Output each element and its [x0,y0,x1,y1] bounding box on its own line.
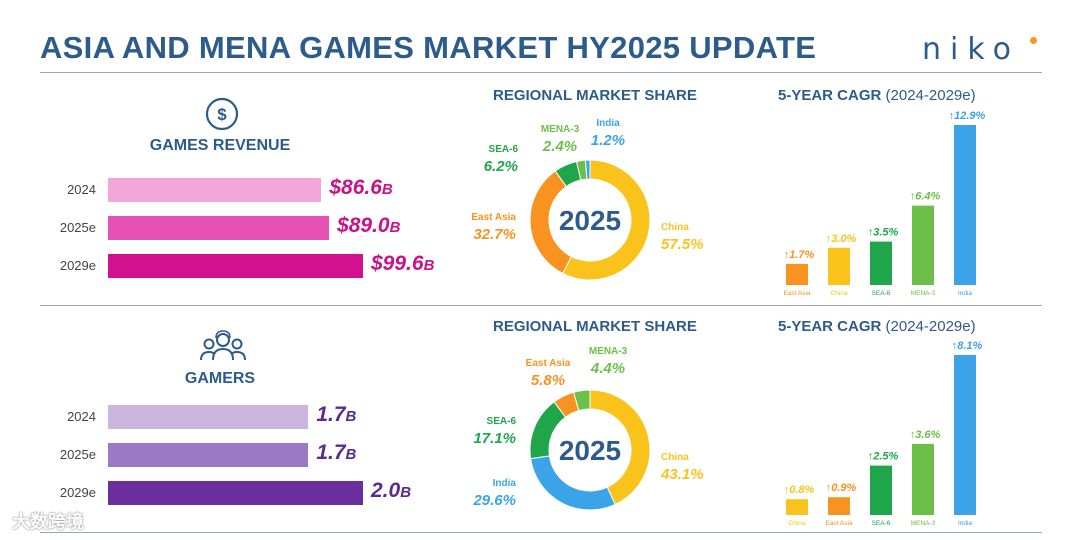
donut-slice-name: SEA-6 [487,416,517,427]
bar-value-label: $89.0B [337,214,401,237]
cagr-bar [828,247,850,285]
donut-slice-mena-3 [573,389,591,412]
donut-slice-name: SEA-6 [489,144,519,155]
donut-slice-china [562,159,651,281]
bar-value-label: 2.0B [371,479,412,502]
cagr-value-label: ↑3.6% [910,429,941,441]
donut-slice-value: 57.5% [661,236,704,253]
games-revenue-label: GAMES REVENUE [149,137,291,154]
horizontal-bar [108,254,363,278]
bar-year-label: 2029e [59,258,96,273]
revenue-share-donut: China 57.5% East Asia 32.7% SEA-6 6.2% MENA-3 2… [471,118,704,281]
cagr-category-label: SEA-6 [872,290,891,297]
donut-slice-name: India [596,118,620,129]
bar-year-label: 2024 [67,182,96,197]
gamers-label: GAMERS [184,370,256,387]
cagr-value-label: ↑1.7% [784,249,815,261]
donut-slice-value: 1.2% [591,132,625,149]
revenue-cagr-chart: ↑1.7% East Asia ↑3.0% China ↑3.5% SEA-6 ↑6.4% M… [783,110,986,297]
cagr-value-label: ↑2.5% [868,451,899,463]
bar-year-label: 2025e [59,447,96,462]
gamers-share-donut: China 43.1% India 29.6% SEA-6 17.1% East Asia 5… [472,346,704,511]
cagr-value-label: ↑0.8% [784,484,815,496]
people-group-icon [200,330,246,369]
horizontal-bar [108,178,322,202]
cagr-bar [954,355,976,515]
cagr-category-label: MENA-3 [911,520,936,527]
dollar-coin-icon: $ [205,97,239,136]
header-divider [40,72,1042,73]
donut-slice-value: 2.4% [542,138,577,155]
logo-dot [1030,37,1037,44]
donut-slice-value: 4.4% [590,360,625,377]
gamers-cagr-chart: ↑0.8% China ↑0.9% East Asia ↑2.5% SEA-6 ↑3.6% M… [784,340,983,527]
cagr-bar [912,443,934,515]
cagr-category-label: MENA-3 [911,290,936,297]
footer-divider [40,532,1042,533]
donut-center-label: 2025 [559,205,621,236]
cagr-bar [870,241,892,285]
donut-slice-name: India [493,478,517,489]
bar-value-label: 1.7B [316,441,357,464]
niko-logo: niko [922,32,1021,67]
cagr-value-label: ↑12.9% [949,110,986,122]
bar-value-label: 1.7B [316,403,357,426]
cagr-value-label: ↑0.9% [826,482,857,494]
cagr-category-label: China [831,290,848,297]
cagr-category-label: India [958,520,972,527]
page-title: ASIA AND MENA GAMES MARKET HY2025 UPDATE [40,30,817,65]
revenue-share-heading: REGIONAL MARKET SHARE [493,87,697,104]
cagr-value-label: ↑6.4% [910,191,941,203]
bar-year-label: 2029e [59,485,96,500]
bar-year-label: 2024 [67,409,96,424]
donut-slice-name: China [661,222,689,233]
bar-value-label: $99.6B [371,252,435,275]
donut-slice-name: MENA-3 [589,346,628,357]
cagr-bar [828,497,850,515]
cagr-category-label: India [958,290,972,297]
donut-slice-name: East Asia [471,212,516,223]
bar-value-label: $86.6B [329,176,393,199]
horizontal-bar [108,481,363,505]
section-divider [40,305,1042,306]
gamers-cagr-heading: 5-YEAR CAGR (2024-2029e) [778,318,976,335]
donut-center-label: 2025 [559,435,621,466]
cagr-category-label: East Asia [825,520,852,527]
gamers-share-heading: REGIONAL MARKET SHARE [493,318,697,335]
cagr-bar [786,263,808,285]
bar-year-label: 2025e [59,220,96,235]
cagr-value-label: ↑8.1% [952,340,983,352]
cagr-bar [870,465,892,515]
donut-slice-value: 32.7% [473,226,516,243]
donut-slice-value: 43.1% [660,466,704,483]
svg-text:$: $ [217,105,227,124]
cagr-category-label: SEA-6 [872,520,891,527]
cagr-category-label: East Asia [783,290,810,297]
horizontal-bar [108,443,309,467]
donut-slice-name: China [661,452,689,463]
watermark: 大数跨境 [12,512,84,532]
donut-slice-value: 17.1% [473,430,516,447]
cagr-category-label: China [789,520,806,527]
revenue-cagr-heading: 5-YEAR CAGR (2024-2029e) [778,87,976,104]
horizontal-bar [108,405,309,429]
cagr-bar [912,205,934,285]
donut-slice-india [584,159,591,180]
cagr-value-label: ↑3.0% [826,233,857,245]
donut-slice-value: 5.8% [531,372,565,389]
cagr-bar [786,499,808,515]
cagr-value-label: ↑3.5% [868,227,899,239]
horizontal-bar [108,216,330,240]
cagr-bar [954,125,976,285]
donut-slice-value: 6.2% [484,158,518,175]
donut-slice-value: 29.6% [472,492,516,509]
donut-slice-name: MENA-3 [541,124,580,135]
donut-slice-china [589,389,651,506]
donut-slice-name: East Asia [526,358,571,369]
